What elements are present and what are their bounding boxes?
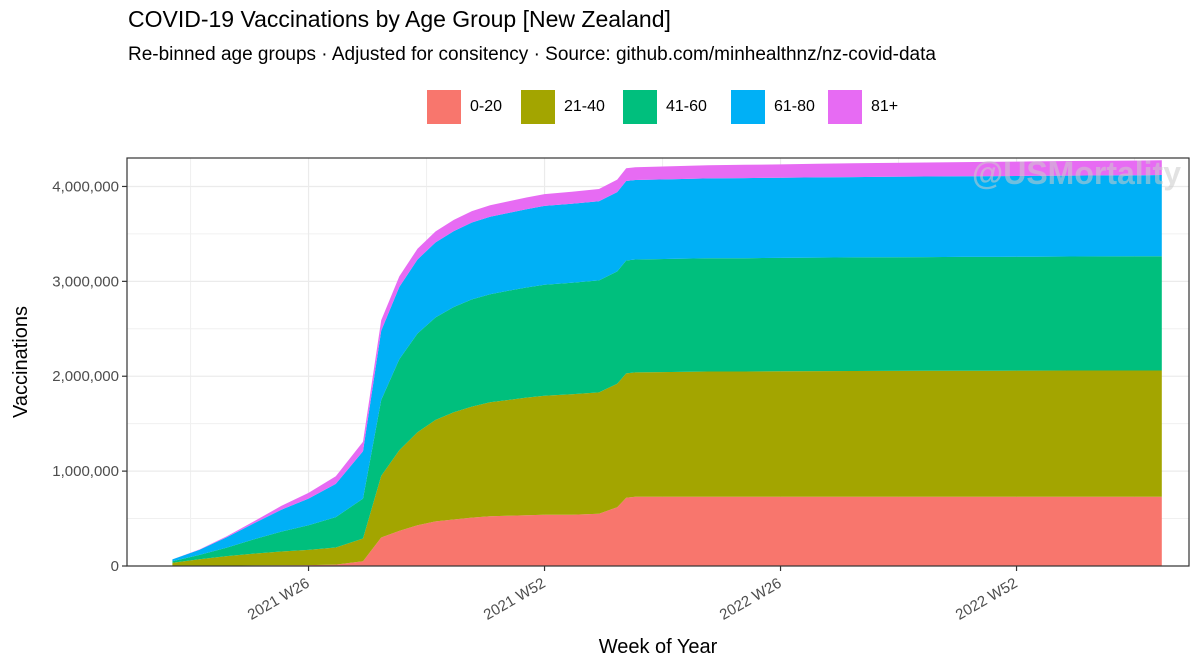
- plot-border: [126, 157, 1190, 567]
- chart-subtitle: Re-binned age groups · Adjusted for cons…: [128, 44, 936, 65]
- area-41-60: [172, 256, 1162, 563]
- legend-label: 81+: [871, 98, 899, 115]
- legend-label: 21-40: [564, 98, 605, 115]
- y-axis-title: Vaccinations: [10, 306, 32, 418]
- legend-swatch: [623, 90, 657, 124]
- y-tick-label: 3,000,000: [52, 273, 119, 290]
- y-tick-label: 4,000,000: [52, 178, 119, 195]
- x-tick-label: 2021 W52: [481, 575, 549, 624]
- y-tick-label: 0: [111, 558, 119, 575]
- x-axis-title: Week of Year: [599, 636, 718, 658]
- watermark: @USMortality: [972, 155, 1181, 191]
- x-tick-label: 2022 W26: [717, 575, 785, 624]
- legend-swatch: [427, 90, 461, 124]
- legend-swatch: [828, 90, 862, 124]
- legend-swatch: [731, 90, 765, 124]
- legend-label: 0-20: [470, 98, 503, 115]
- legend-label: 41-60: [666, 98, 707, 115]
- area-0-20: [172, 496, 1162, 566]
- legend-swatch: [521, 90, 555, 124]
- legend-label: 61-80: [774, 98, 815, 115]
- y-tick-label: 2,000,000: [52, 368, 119, 385]
- area-21-40: [172, 370, 1162, 566]
- x-tick-label: 2022 W52: [953, 575, 1021, 624]
- area-61-80: [172, 175, 1162, 562]
- y-tick-label: 1,000,000: [52, 463, 119, 480]
- x-tick-label: 2021 W26: [245, 575, 313, 624]
- chart-title: COVID-19 Vaccinations by Age Group [New …: [128, 6, 671, 32]
